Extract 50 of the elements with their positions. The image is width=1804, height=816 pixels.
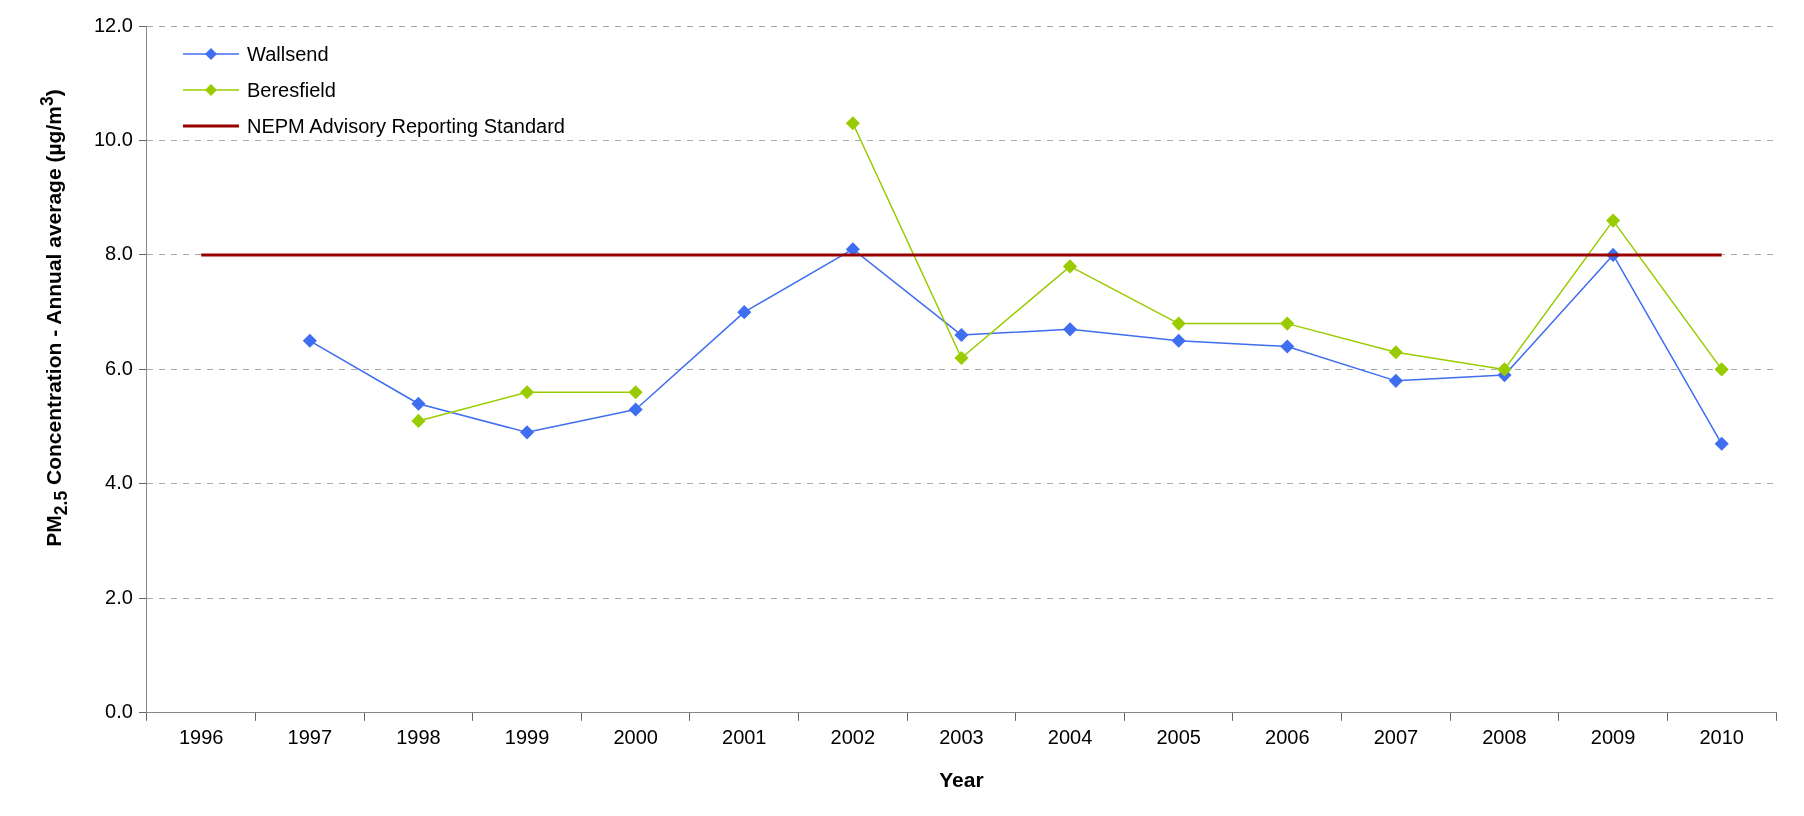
x-tick-label: 1996: [178, 726, 224, 749]
x-tick-label: 2001: [722, 726, 767, 749]
y-tick-label: 12.0: [93, 13, 133, 36]
x-tick-label: 2007: [1373, 726, 1419, 749]
point: [846, 242, 860, 256]
y-tick-label: 10.0: [93, 127, 133, 150]
point: [628, 402, 643, 417]
y-tick-label: 8.0: [105, 242, 133, 265]
point: [1389, 345, 1403, 359]
x-tick-label: 2000: [613, 726, 658, 749]
point: [954, 328, 969, 342]
x-tick-label: 2005: [1156, 726, 1201, 749]
x-tick-label: 2008: [1482, 726, 1527, 749]
x-tick-label: 2002: [830, 726, 876, 749]
point: [1714, 362, 1729, 377]
point: [1171, 334, 1186, 348]
point: [1063, 259, 1077, 274]
point: [1497, 362, 1512, 377]
legend-label: Wallsend: [247, 42, 329, 66]
x-tick-label: 1998: [396, 726, 441, 749]
point: [737, 305, 751, 319]
x-axis-title: Year: [939, 768, 984, 792]
x-tick-label: 1997: [287, 726, 333, 749]
point: [954, 351, 969, 365]
point: [520, 385, 534, 400]
point: [411, 396, 426, 411]
legend-label: NEPM Advisory Reporting Standard: [247, 114, 565, 138]
y-tick-label: 2.0: [105, 585, 133, 608]
x-tick-label: 1999: [504, 726, 550, 749]
point: [1606, 213, 1620, 228]
x-tick-label: 2004: [1047, 726, 1093, 749]
point: [303, 334, 317, 348]
y-tick-label: 6.0: [105, 356, 133, 379]
point: [1280, 339, 1295, 354]
point: [1389, 374, 1403, 388]
point: [1714, 437, 1729, 451]
x-tick-label: 2010: [1699, 726, 1744, 749]
x-tick-label: 2003: [939, 726, 984, 749]
x-tick-label: 2006: [1265, 726, 1310, 749]
y-tick-label: 0.0: [105, 700, 133, 723]
point: [1063, 322, 1077, 337]
x-tick-label: 2009: [1590, 726, 1636, 749]
point: [411, 414, 426, 428]
legend-label: Beresfield: [247, 78, 336, 102]
point: [1171, 316, 1186, 331]
point: [846, 116, 860, 131]
point: [1280, 316, 1295, 331]
point: [628, 385, 643, 400]
point: [520, 425, 534, 440]
y-tick-label: 4.0: [105, 471, 133, 494]
